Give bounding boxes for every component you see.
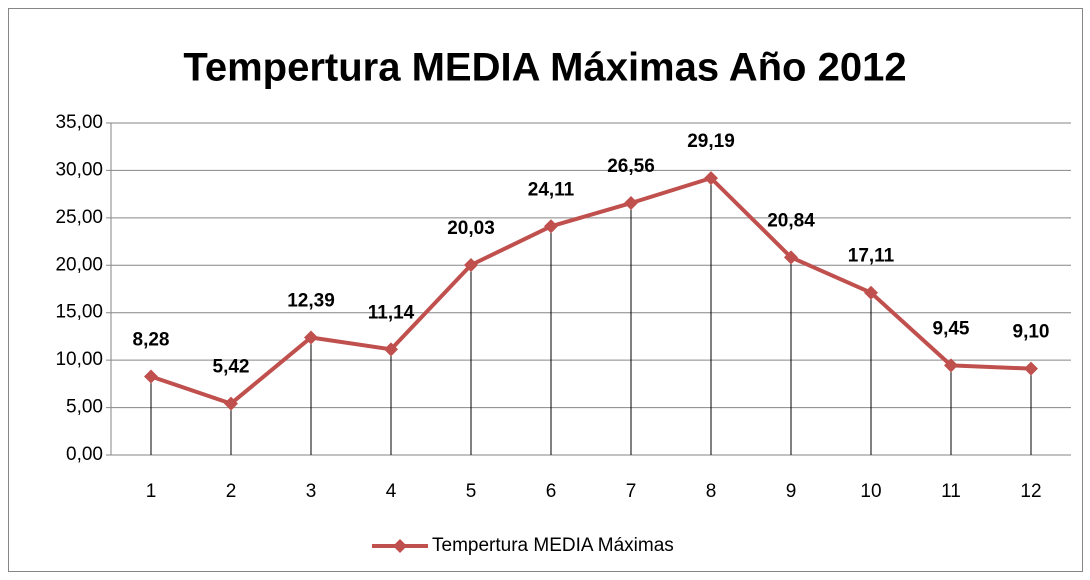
data-label: 17,11 xyxy=(848,246,895,267)
x-tick-label: 7 xyxy=(626,481,637,502)
series-line xyxy=(150,176,1032,406)
y-tick-label: 10,00 xyxy=(55,349,103,370)
y-tick-label: 5,00 xyxy=(66,397,103,418)
data-label: 29,19 xyxy=(687,131,735,152)
legend-marker xyxy=(393,539,407,553)
x-tick-label: 3 xyxy=(306,481,317,502)
data-label: 9,45 xyxy=(933,318,970,339)
data-label: 9,10 xyxy=(1013,322,1050,343)
x-tick-label: 12 xyxy=(1020,481,1041,502)
marker xyxy=(304,330,318,345)
marker xyxy=(784,250,798,265)
marker xyxy=(144,369,158,384)
marker xyxy=(864,285,878,300)
marker xyxy=(704,171,718,186)
x-tick-label: 2 xyxy=(226,481,237,502)
marker xyxy=(624,196,638,211)
data-label: 24,11 xyxy=(528,179,575,200)
data-label: 8,28 xyxy=(133,329,170,350)
data-label: 12,39 xyxy=(287,290,335,311)
x-tick-label: 8 xyxy=(706,481,717,502)
x-tick-label: 10 xyxy=(860,481,881,502)
x-tick-label: 4 xyxy=(386,481,397,502)
y-tick-label: 35,00 xyxy=(55,112,103,133)
y-tick-label: 25,00 xyxy=(55,207,103,228)
data-label: 20,03 xyxy=(447,218,495,239)
marker xyxy=(544,219,558,234)
data-label: 26,56 xyxy=(607,156,655,177)
marker xyxy=(1024,361,1038,376)
y-tick-label: 20,00 xyxy=(55,254,103,275)
x-tick-label: 1 xyxy=(146,481,157,502)
y-tick-label: 30,00 xyxy=(55,159,103,180)
chart-border xyxy=(8,8,1083,572)
y-tick-label: 15,00 xyxy=(55,302,103,323)
data-label: 20,84 xyxy=(767,210,815,231)
data-label: 5,42 xyxy=(213,357,250,378)
marker xyxy=(224,396,238,411)
x-tick-label: 9 xyxy=(786,481,797,502)
x-tick-label: 6 xyxy=(546,481,557,502)
x-tick-label: 5 xyxy=(466,481,477,502)
legend-label: Tempertura MEDIA Máximas xyxy=(432,535,674,556)
y-tick-label: 0,00 xyxy=(66,444,103,465)
marker xyxy=(944,358,958,373)
marker xyxy=(384,342,398,357)
marker xyxy=(464,258,478,273)
chart-title: Tempertura MEDIA Máximas Año 2012 xyxy=(183,46,906,90)
x-tick-label: 11 xyxy=(941,481,961,502)
data-label: 11,14 xyxy=(368,302,415,323)
